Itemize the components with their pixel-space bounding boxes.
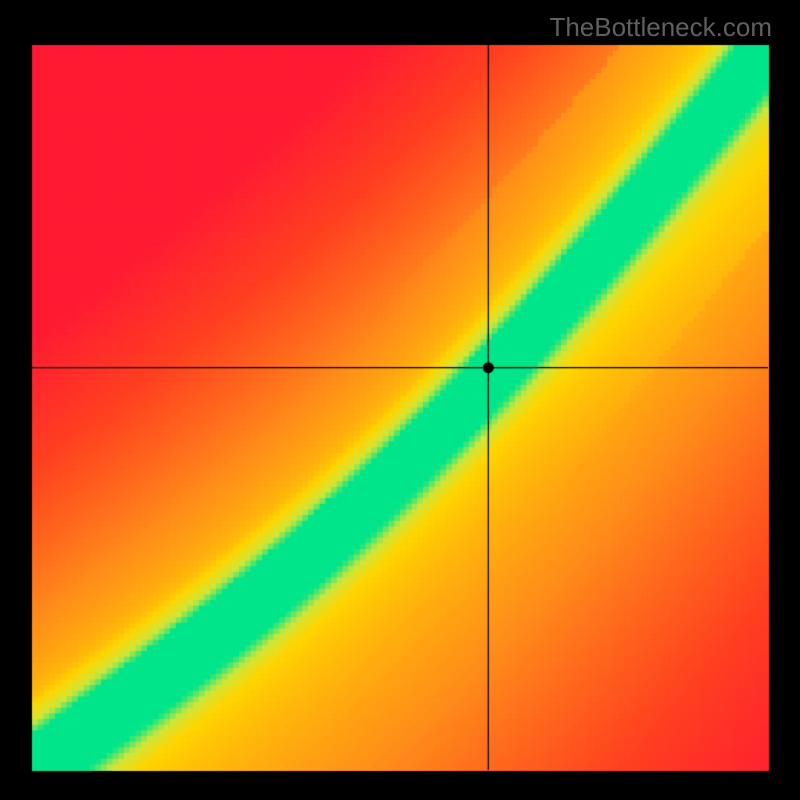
bottleneck-heatmap <box>0 0 800 800</box>
watermark-text: TheBottleneck.com <box>549 12 772 43</box>
